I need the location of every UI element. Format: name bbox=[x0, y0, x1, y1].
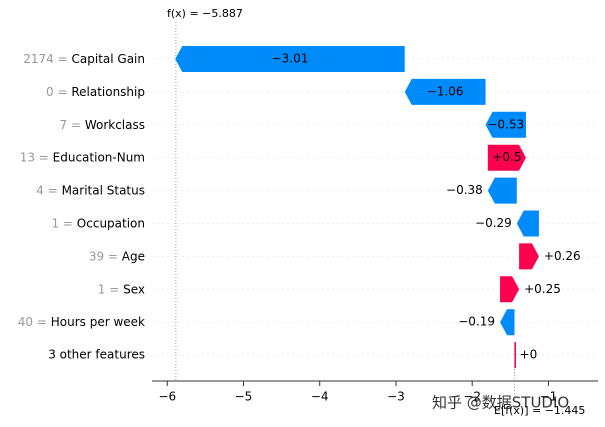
value-label: −0.53 bbox=[487, 117, 524, 131]
x-tick-label: −4 bbox=[311, 390, 329, 404]
value-label: −0.38 bbox=[446, 183, 483, 197]
feature-label: 39 = Age bbox=[89, 249, 145, 263]
value-label: +0 bbox=[520, 348, 538, 362]
feature-label: 0 = Relationship bbox=[46, 84, 145, 98]
bar bbox=[500, 309, 515, 336]
bar bbox=[516, 210, 539, 237]
output-label: f(x) = −5.887 bbox=[167, 7, 243, 20]
x-tick-label: −6 bbox=[158, 390, 176, 404]
x-tick-label: −1 bbox=[540, 390, 558, 404]
bar bbox=[404, 78, 486, 105]
x-tick-label: −2 bbox=[463, 390, 481, 404]
feature-label: 1 = Occupation bbox=[51, 216, 145, 230]
bar bbox=[519, 243, 539, 270]
feature-label: 1 = Sex bbox=[98, 282, 145, 296]
bar bbox=[487, 144, 526, 171]
bar bbox=[485, 111, 526, 138]
feature-label: 7 = Workclass bbox=[59, 117, 145, 131]
value-label: −0.29 bbox=[475, 216, 512, 230]
bar bbox=[514, 342, 517, 369]
feature-label: 13 = Education-Num bbox=[20, 150, 145, 164]
feature-label: 2174 = Capital Gain bbox=[23, 52, 145, 66]
feature-label: 4 = Marital Status bbox=[36, 183, 145, 197]
value-label: +0.25 bbox=[524, 282, 561, 296]
value-label: −0.19 bbox=[458, 315, 495, 329]
value-label: +0.5 bbox=[492, 150, 521, 164]
value-label: −3.01 bbox=[272, 52, 309, 66]
bar bbox=[500, 276, 520, 303]
feature-label: 3 other features bbox=[48, 348, 145, 362]
bar bbox=[487, 177, 517, 204]
base-label: E[f(x)] = −1.445 bbox=[494, 404, 585, 417]
x-tick-label: −5 bbox=[235, 390, 253, 404]
bar bbox=[175, 46, 405, 72]
feature-label: 40 = Hours per week bbox=[18, 315, 145, 329]
value-label: −1.06 bbox=[427, 84, 464, 98]
value-label: +0.26 bbox=[544, 249, 581, 263]
watermark: 知乎 @数据STUDIO bbox=[432, 394, 569, 412]
x-tick-label: −3 bbox=[387, 390, 405, 404]
